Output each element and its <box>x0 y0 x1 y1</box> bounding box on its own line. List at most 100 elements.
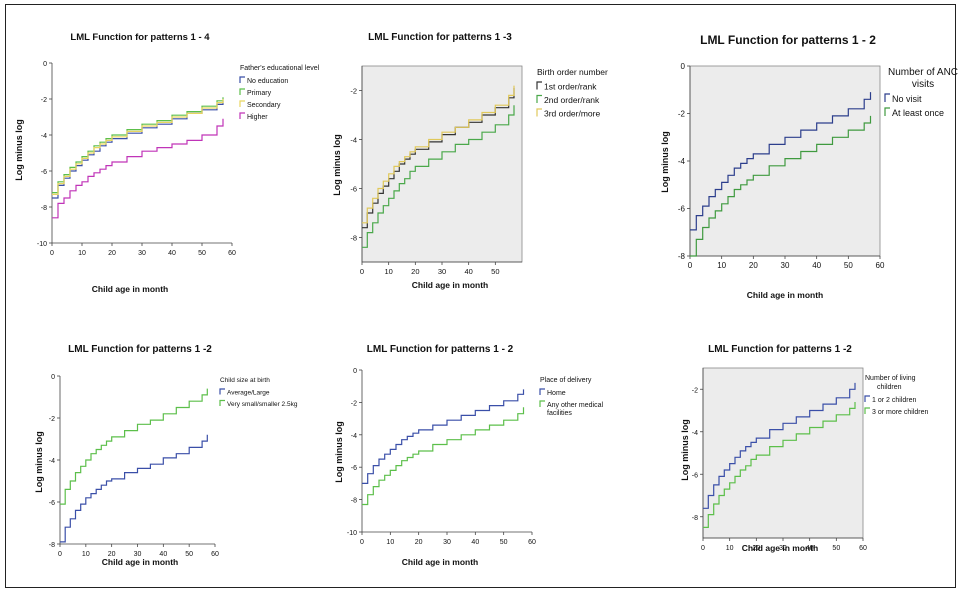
legend-label-1-2: Primary <box>247 90 272 97</box>
y-axis-label-4: Log minus log <box>34 431 44 493</box>
y-tick-label-6: -2 <box>692 387 698 394</box>
x-tick-label-2: 50 <box>491 267 499 276</box>
y-tick-label-4: -8 <box>49 542 55 549</box>
x-tick-label-2: 30 <box>438 267 446 276</box>
y-axis-label-1: Log minus log <box>14 119 24 181</box>
x-tick-label-3: 60 <box>876 261 885 270</box>
legend-swatch-5-1 <box>539 388 545 395</box>
chart-title-2: LML Function for patterns 1 -3 <box>368 32 512 43</box>
legend-swatch-1-3 <box>239 100 245 107</box>
y-tick-label-5: -4 <box>351 433 357 440</box>
legend-label-1-4: Higher <box>247 114 268 121</box>
x-tick-label-5: 60 <box>528 539 536 546</box>
y-tick-label-1: -2 <box>41 97 47 104</box>
x-tick-label-4: 0 <box>58 551 62 558</box>
y-axis-label-2: Log minus log <box>332 134 342 196</box>
x-tick-label-3: 50 <box>844 261 853 270</box>
y-tick-label-4: -6 <box>49 500 55 507</box>
series-line-2-3 <box>362 85 515 224</box>
x-tick-label-5: 30 <box>443 539 451 546</box>
legend-swatch-2-2 <box>536 94 542 103</box>
legend-label-6-2: 3 or more children <box>872 409 929 416</box>
x-tick-label-4: 40 <box>159 551 167 558</box>
y-tick-label-1: -8 <box>41 205 47 212</box>
legend-swatch-1-2 <box>239 88 245 95</box>
legend-swatch-6-2 <box>864 407 870 414</box>
series-line-4-1 <box>60 434 208 543</box>
x-tick-label-6: 60 <box>859 545 867 552</box>
legend-swatch-5-2 <box>539 400 545 407</box>
y-tick-label-1: 0 <box>43 61 47 68</box>
y-tick-label-5: 0 <box>353 368 357 375</box>
y-axis-label-3: Log minus log <box>660 131 670 193</box>
chart-title-3: LML Function for patterns 1 - 2 <box>700 33 876 47</box>
x-tick-label-6: 30 <box>779 545 787 552</box>
x-tick-label-6: 20 <box>752 545 760 552</box>
x-tick-label-2: 0 <box>360 267 364 276</box>
x-tick-label-5: 20 <box>415 539 423 546</box>
legend-swatch-6-1 <box>864 395 870 402</box>
legend-swatch-1-1 <box>239 76 245 83</box>
x-tick-label-2: 10 <box>384 267 392 276</box>
y-tick-label-3: -4 <box>678 157 686 166</box>
x-tick-label-1: 50 <box>198 250 206 257</box>
legend-label-5-1: Home <box>547 390 566 397</box>
x-tick-label-4: 20 <box>108 551 116 558</box>
x-tick-label-1: 0 <box>50 250 54 257</box>
legend-swatch-4-2 <box>219 399 225 406</box>
y-tick-label-5: -6 <box>351 465 357 472</box>
x-tick-label-1: 20 <box>108 250 116 257</box>
x-axis-label-2: Child age in month <box>412 280 489 290</box>
x-tick-label-5: 50 <box>500 539 508 546</box>
x-axis-label-3: Child age in month <box>747 290 824 300</box>
legend-label-5-2-a: Any other medical <box>547 402 603 409</box>
series-line-1-2 <box>52 97 224 194</box>
x-tick-label-6: 10 <box>726 545 734 552</box>
series-line-3-1 <box>690 92 872 231</box>
x-tick-label-2: 40 <box>464 267 472 276</box>
series-line-1-4 <box>52 118 224 219</box>
x-tick-label-4: 50 <box>185 551 193 558</box>
legend-label-3-1: No visit <box>892 94 922 104</box>
x-axis-label-5: Child age in month <box>402 557 479 567</box>
legend-label-6-1: 1 or 2 children <box>872 397 916 404</box>
legend-label-1-1: No education <box>247 78 288 85</box>
x-axis-label-1: Child age in month <box>92 284 169 294</box>
x-tick-label-4: 10 <box>82 551 90 558</box>
x-tick-label-5: 0 <box>360 539 364 546</box>
x-tick-label-3: 0 <box>688 261 693 270</box>
legend-title-3-a: Number of ANC <box>888 67 958 78</box>
x-tick-label-3: 10 <box>717 261 726 270</box>
legend-swatch-1-4 <box>239 112 245 119</box>
y-tick-label-4: -4 <box>49 458 55 465</box>
y-tick-label-3: 0 <box>681 62 686 71</box>
chart-title-5: LML Function for patterns 1 - 2 <box>367 344 514 355</box>
legend-label-4-1: Average/Large <box>227 390 270 397</box>
x-axis-label-4: Child age in month <box>102 557 179 567</box>
y-tick-label-1: -6 <box>41 169 47 176</box>
x-axis-label-6: Child age in month <box>742 543 819 553</box>
series-line-5-2 <box>362 407 525 506</box>
series-line-1-3 <box>52 99 224 195</box>
legend-label-3-2: At least once <box>892 108 944 118</box>
y-tick-label-3: -8 <box>678 252 686 261</box>
x-tick-label-3: 40 <box>812 261 821 270</box>
y-tick-label-5: -10 <box>347 530 357 537</box>
x-tick-label-1: 10 <box>78 250 86 257</box>
series-line-3-2 <box>690 115 872 257</box>
legend-swatch-3-1 <box>884 93 890 102</box>
legend-title-4: Child size at birth <box>220 377 270 384</box>
series-line-2-2 <box>362 105 515 248</box>
y-tick-label-4: -2 <box>49 416 55 423</box>
legend-title-2: Birth order number <box>537 67 608 77</box>
x-tick-label-6: 40 <box>806 545 814 552</box>
legend-title-6-b: children <box>877 384 902 391</box>
legend-label-2-3: 3rd order/more <box>544 109 600 119</box>
figure-border <box>5 4 956 588</box>
x-tick-label-3: 30 <box>781 261 790 270</box>
x-tick-label-1: 40 <box>168 250 176 257</box>
y-tick-label-2: -6 <box>350 185 357 194</box>
y-tick-label-2: -4 <box>350 136 357 145</box>
y-tick-label-6: -8 <box>692 515 698 522</box>
